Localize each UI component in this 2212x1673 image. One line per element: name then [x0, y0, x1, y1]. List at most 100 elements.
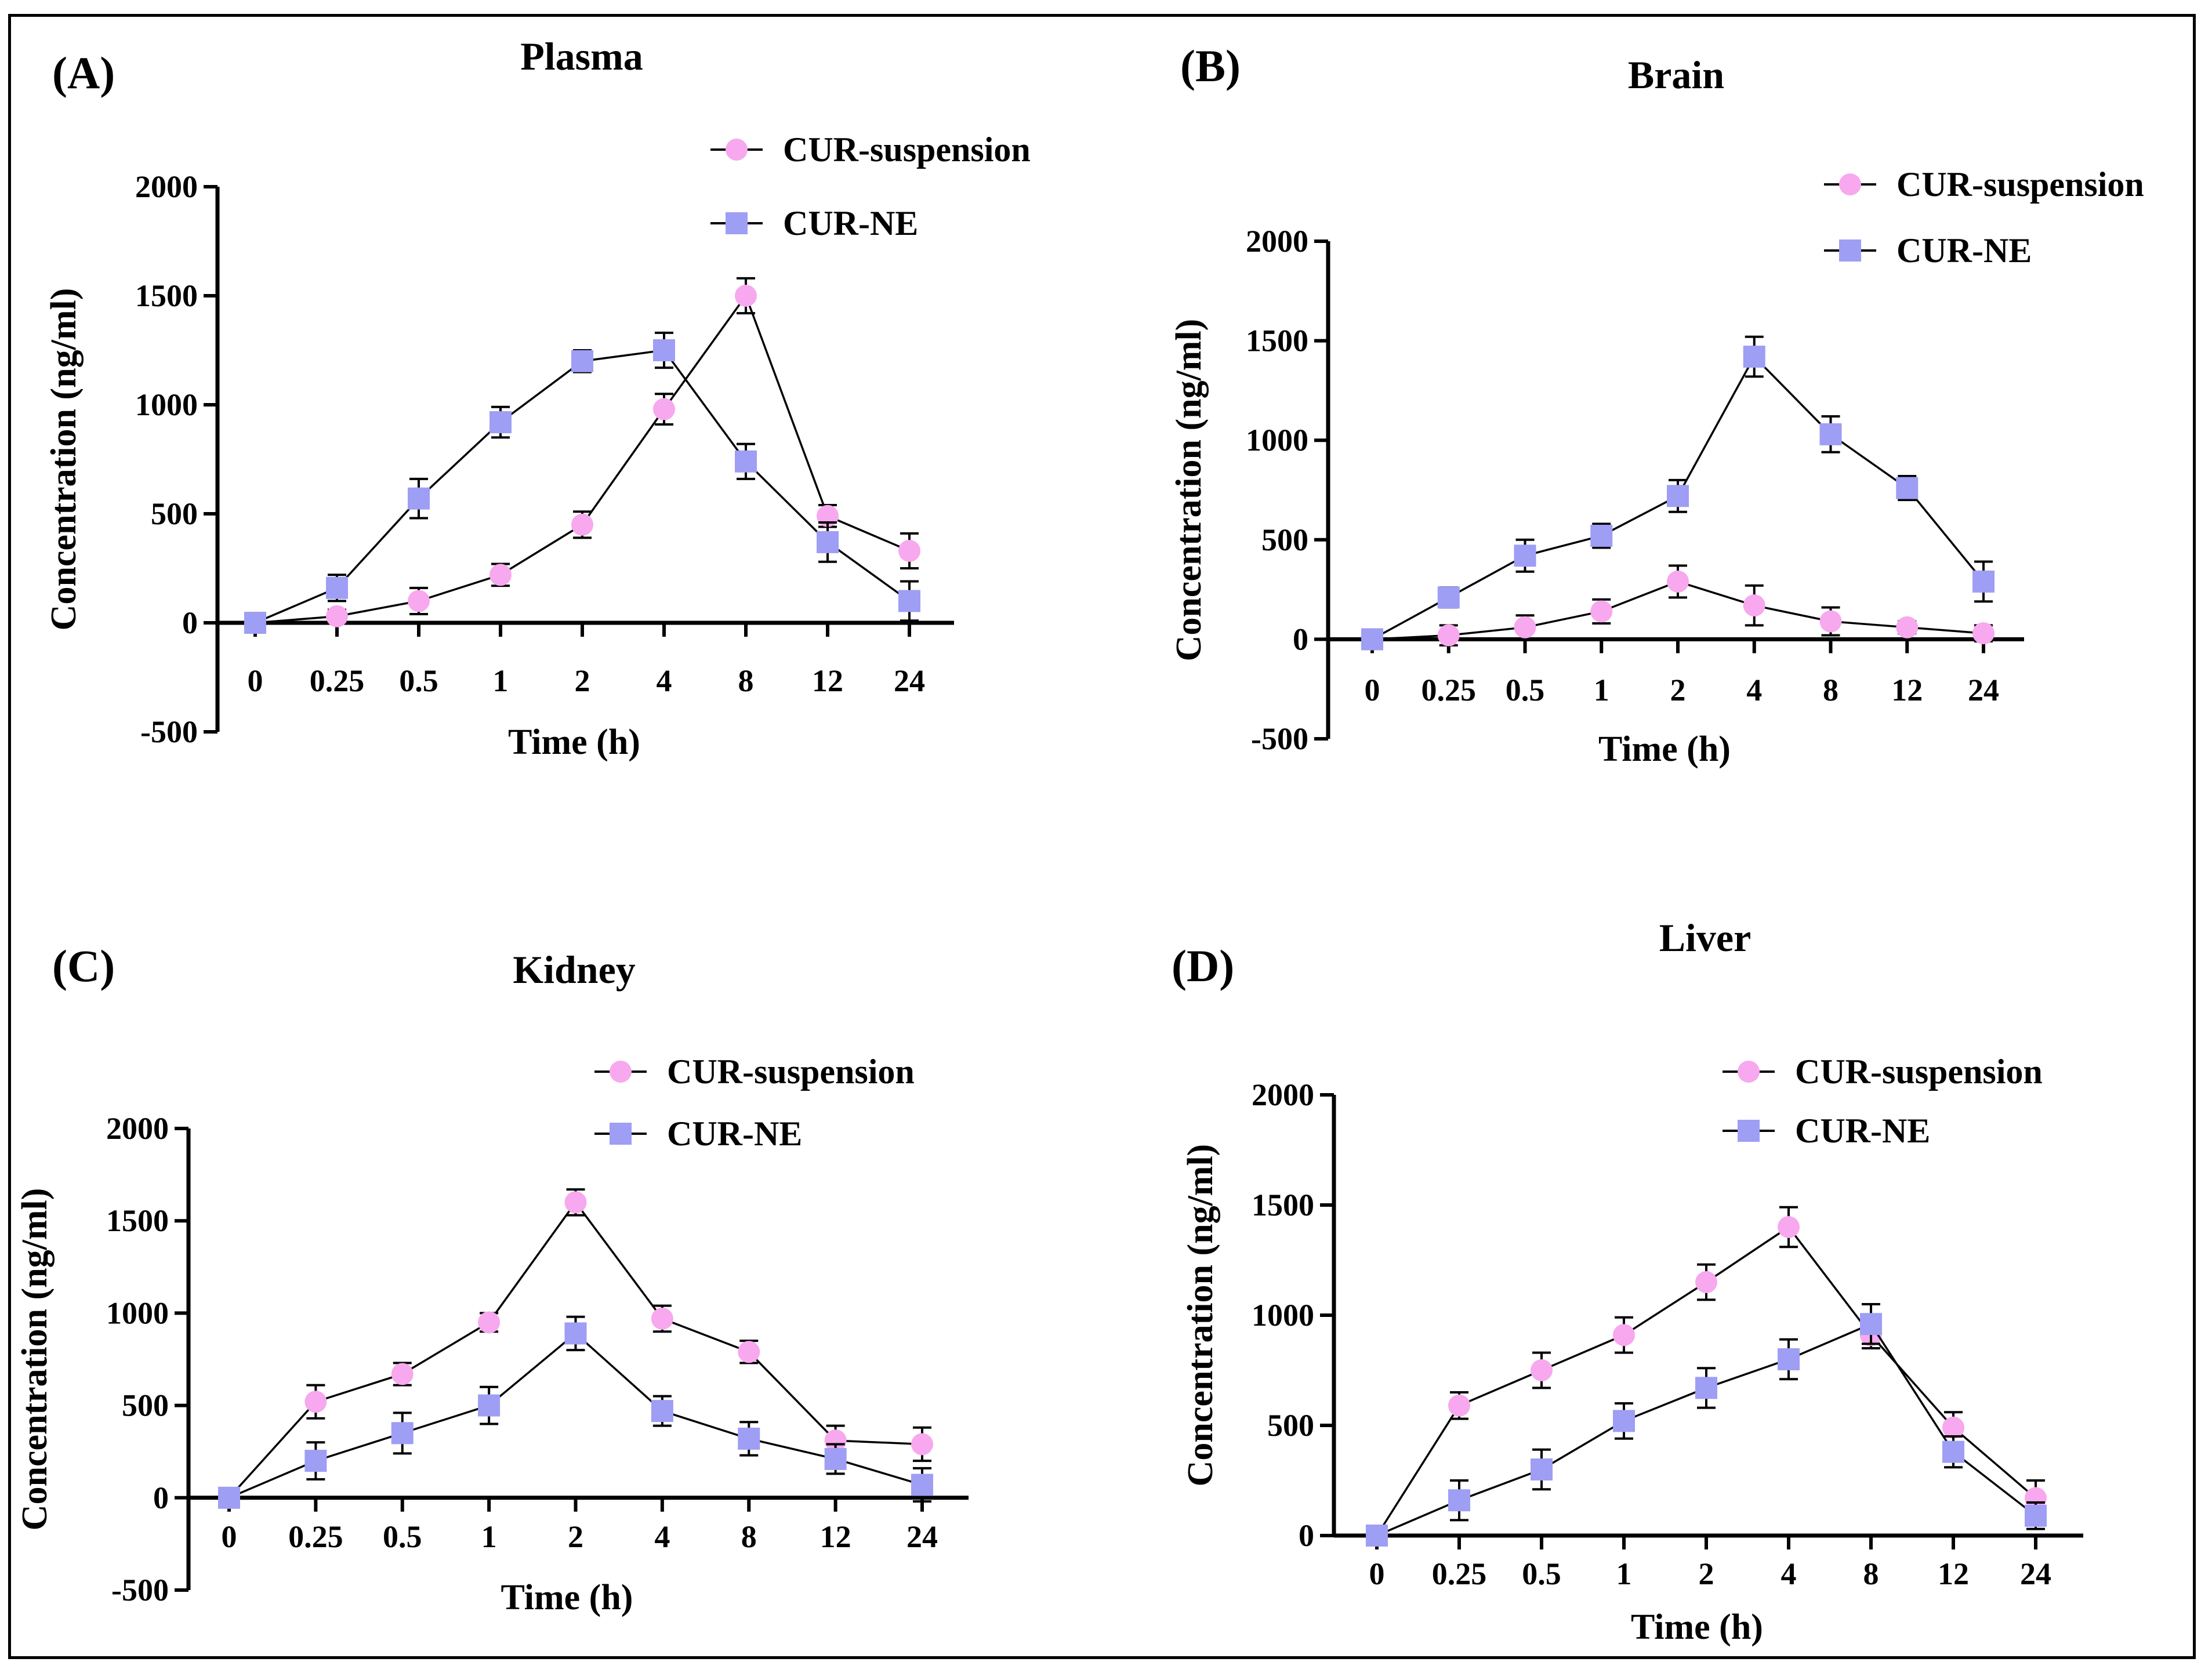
- data-point: [1896, 477, 1919, 499]
- data-point: [244, 612, 266, 634]
- legend-label: CUR-suspension: [1896, 165, 2144, 204]
- x-tick-label: 24: [1968, 673, 1999, 707]
- data-point: [651, 1307, 673, 1330]
- x-tick-label: 24: [906, 1519, 938, 1554]
- chart-title: Kidney: [513, 948, 636, 992]
- data-point: [1366, 1525, 1388, 1547]
- x-tick-label: 2: [568, 1519, 583, 1554]
- y-tick-label: 1500: [1252, 1188, 1314, 1222]
- data-point: [1896, 616, 1919, 638]
- legend-marker: [610, 1123, 632, 1145]
- chart-title: Liver: [1659, 916, 1752, 960]
- y-tick-label: -500: [1251, 721, 1308, 756]
- x-axis-label: Time (h): [1598, 730, 1731, 769]
- data-point: [651, 1400, 673, 1422]
- y-tick-label: -500: [111, 1573, 169, 1607]
- x-tick-label: 8: [741, 1519, 757, 1554]
- data-point: [2025, 1504, 2047, 1527]
- legend-entry: CUR-suspension: [594, 1053, 915, 1091]
- data-point: [408, 590, 430, 612]
- legend-marker: [726, 212, 748, 234]
- y-tick-label: 500: [122, 1388, 169, 1423]
- x-tick-label: 12: [1891, 673, 1923, 707]
- legend-entry: CUR-suspension: [1824, 165, 2144, 204]
- y-tick-label: 1500: [135, 278, 198, 313]
- y-tick-label: 0: [153, 1480, 169, 1515]
- x-tick-label: 8: [1863, 1556, 1879, 1591]
- series-cur-ne: [1366, 1303, 2047, 1547]
- y-axis-label: Concentration (ng/ml): [1169, 319, 1209, 662]
- x-tick-label: 8: [1823, 673, 1839, 707]
- data-point: [898, 590, 920, 612]
- data-point: [326, 605, 348, 627]
- series-cur-ne: [218, 1315, 933, 1509]
- data-point: [1448, 1489, 1470, 1512]
- panel-label: (D): [1172, 941, 1234, 991]
- legend-marker: [1738, 1120, 1760, 1142]
- data-point: [1743, 346, 1765, 368]
- data-point: [1667, 570, 1689, 593]
- y-tick-label: 500: [151, 496, 198, 531]
- legend-entry: CUR-NE: [1824, 231, 2032, 270]
- y-tick-label: 0: [1293, 622, 1308, 656]
- legend-label: CUR-NE: [667, 1115, 802, 1153]
- series-line: [1376, 1323, 2037, 1537]
- data-point: [1667, 485, 1689, 507]
- x-tick-label: 0.5: [1522, 1556, 1561, 1591]
- x-tick-label: 0.5: [383, 1519, 422, 1554]
- y-tick-label: 1000: [1252, 1298, 1314, 1333]
- panel-label: (A): [52, 48, 115, 98]
- panel-label: (C): [52, 941, 115, 991]
- legend-entry: CUR-NE: [594, 1115, 802, 1153]
- x-tick-label: 4: [657, 663, 672, 698]
- legend-marker: [1839, 173, 1861, 195]
- x-tick-label: 4: [654, 1519, 670, 1554]
- legend-label: CUR-suspension: [667, 1053, 915, 1091]
- x-tick-label: 4: [1781, 1556, 1797, 1591]
- y-tick-label: 2000: [1246, 224, 1308, 259]
- y-axis-label: Concentration (ng/ml): [15, 1188, 55, 1531]
- data-point: [1361, 628, 1383, 651]
- data-point: [478, 1311, 501, 1334]
- data-point: [1778, 1348, 1800, 1370]
- y-tick-label: 2000: [1252, 1077, 1314, 1112]
- data-point: [304, 1391, 327, 1413]
- y-axis-label: Concentration (ng/ml): [44, 288, 84, 631]
- y-tick-label: 0: [1299, 1518, 1314, 1553]
- chart-title: Brain: [1628, 53, 1724, 97]
- x-tick-label: 0: [1365, 673, 1380, 707]
- data-point: [1695, 1377, 1717, 1399]
- y-tick-label: 1000: [1246, 423, 1308, 458]
- legend-marker: [1738, 1061, 1760, 1083]
- x-tick-label: 0.25: [1432, 1556, 1487, 1591]
- x-tick-label: 1: [1616, 1556, 1632, 1591]
- data-point: [1942, 1440, 1964, 1463]
- data-point: [1819, 423, 1842, 445]
- data-point: [1514, 616, 1536, 638]
- series-cur-suspension: [1361, 564, 1995, 651]
- x-tick-label: 0.5: [399, 663, 438, 698]
- legend-entry: CUR-suspension: [1723, 1053, 2043, 1091]
- series-line: [255, 349, 911, 624]
- y-tick-label: 1500: [1246, 324, 1308, 358]
- data-point: [1972, 570, 1995, 593]
- data-point: [817, 531, 839, 553]
- x-tick-label: 0.25: [288, 1519, 343, 1554]
- x-tick-label: 0.5: [1506, 673, 1545, 707]
- x-tick-label: 12: [812, 663, 843, 698]
- data-point: [824, 1429, 847, 1452]
- data-point: [1531, 1458, 1553, 1480]
- data-point: [1590, 600, 1613, 623]
- data-point: [898, 539, 920, 562]
- legend-label: CUR-NE: [1795, 1112, 1930, 1150]
- data-point: [408, 487, 430, 510]
- data-point: [911, 1433, 933, 1456]
- y-tick-label: 500: [1267, 1408, 1314, 1443]
- x-tick-label: 1: [493, 663, 509, 698]
- x-tick-label: 4: [1746, 673, 1762, 707]
- y-tick-label: 2000: [106, 1111, 169, 1146]
- data-point: [304, 1450, 327, 1472]
